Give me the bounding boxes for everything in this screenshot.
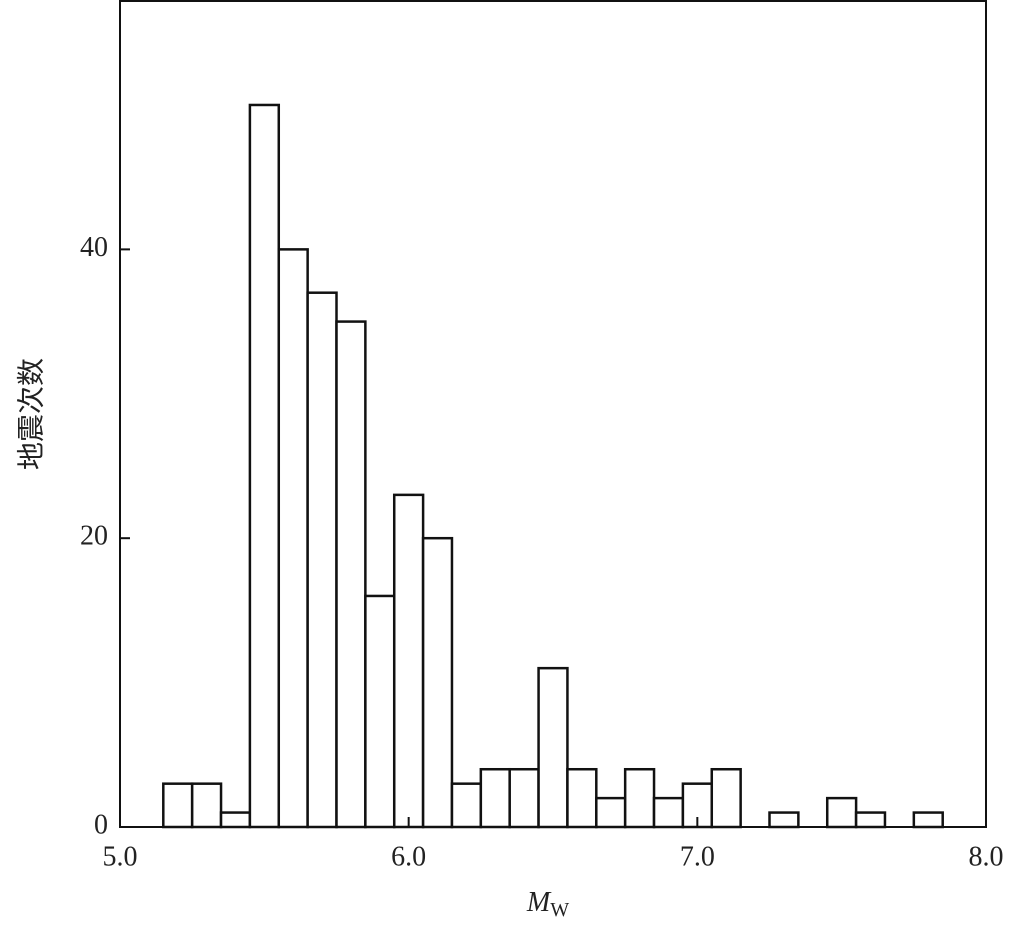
- x-axis-label: MW: [526, 887, 569, 920]
- bar: [162, 782, 194, 829]
- bar: [450, 782, 483, 829]
- bar: [652, 796, 685, 829]
- y-tick-label: 20: [80, 521, 108, 552]
- bar: [335, 320, 367, 829]
- x-tick-label: 8.0: [969, 841, 1004, 872]
- plot-frame: [119, 0, 987, 828]
- y-axis-label: 地震次数: [15, 358, 47, 470]
- y-tick-label: 0: [94, 809, 108, 840]
- bar: [768, 811, 800, 829]
- x-tick-label: 6.0: [391, 841, 426, 872]
- x-tick-label: 7.0: [680, 841, 715, 872]
- bar: [854, 811, 887, 829]
- bar: [364, 594, 396, 829]
- bar: [479, 767, 511, 829]
- bar: [825, 796, 858, 829]
- bar: [623, 767, 656, 829]
- bar: [190, 782, 223, 829]
- x-tick-label: 5.0: [103, 841, 138, 872]
- bar: [912, 811, 944, 829]
- y-tick-label: 40: [80, 232, 108, 263]
- bar: [566, 767, 598, 829]
- bar: [508, 767, 540, 829]
- bar: [306, 291, 338, 829]
- bar: [277, 248, 309, 829]
- x-axis-label-main: M: [526, 887, 552, 918]
- bar: [219, 811, 252, 829]
- bar: [392, 493, 425, 829]
- x-axis-label-sub: W: [550, 899, 569, 921]
- bar: [421, 536, 454, 829]
- bar: [595, 796, 627, 829]
- bar: [537, 666, 569, 829]
- bar: [248, 103, 281, 829]
- bar: [710, 767, 742, 829]
